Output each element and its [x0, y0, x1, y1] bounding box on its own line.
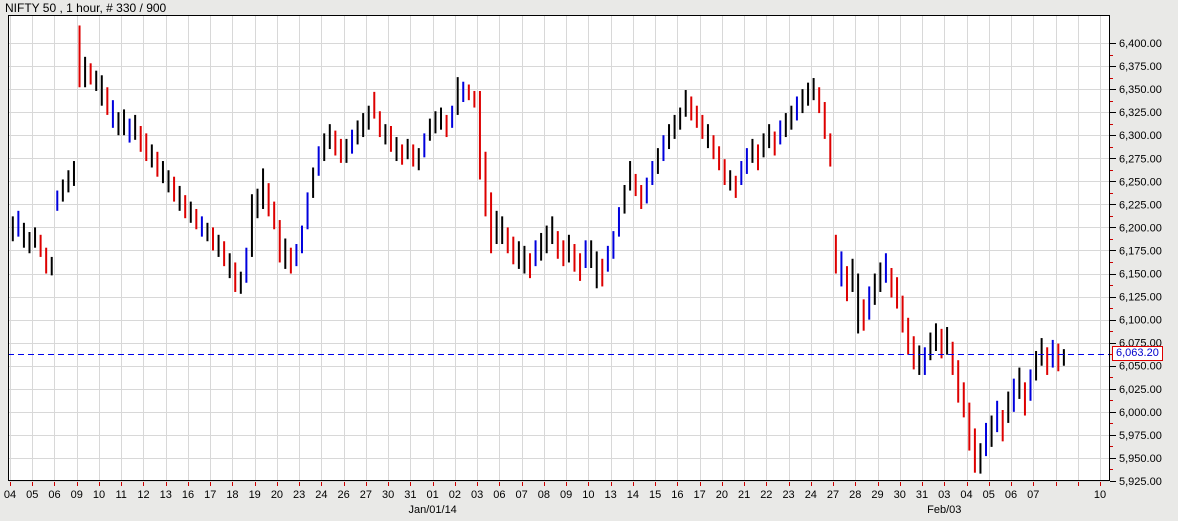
x-tick-label: 05	[983, 489, 995, 501]
x-tick-label: 16	[671, 489, 683, 501]
x-tick-label: 20	[271, 489, 283, 501]
x-tick-label: 04	[4, 489, 16, 501]
y-tick-label: 6,375.00	[1119, 61, 1162, 73]
x-tick-label: 07	[1027, 489, 1039, 501]
x-tick-label: 13	[604, 489, 616, 501]
x-tick-label: 30	[382, 489, 394, 501]
x-tick-label: 16	[182, 489, 194, 501]
y-tick-label: 6,050.00	[1119, 361, 1162, 373]
x-tick-label: 24	[805, 489, 817, 501]
x-tick-label: 30	[894, 489, 906, 501]
x-tick-label: 21	[738, 489, 750, 501]
x-tick-label: 03	[471, 489, 483, 501]
x-tick-label: 26	[338, 489, 350, 501]
x-tick-label: 09	[560, 489, 572, 501]
x-tick-label: 10	[1094, 489, 1106, 501]
last-price-label: 6,063.20	[1112, 346, 1163, 361]
x-tick-label: 27	[360, 489, 372, 501]
x-tick-label: 14	[627, 489, 639, 501]
price-bars[interactable]	[11, 25, 1065, 474]
x-tick-label: 07	[516, 489, 528, 501]
y-tick-label: 6,300.00	[1119, 130, 1162, 142]
y-tick-label: 6,100.00	[1119, 315, 1162, 327]
y-axis: 6,400.00 6,375.00 6,350.00 6,325.00 6,300.00…	[1110, 38, 1162, 488]
x-tick-label: 06	[1005, 489, 1017, 501]
y-tick-label: 6,225.00	[1119, 199, 1162, 211]
x-tick-label: 24	[315, 489, 327, 501]
x-tick-label: 05	[26, 489, 38, 501]
x-tick-label: 17	[693, 489, 705, 501]
y-tick-label: 6,150.00	[1119, 269, 1162, 281]
x-tick-label: 17	[204, 489, 216, 501]
y-tick-label: 6,175.00	[1119, 245, 1162, 257]
x-tick-label: 29	[871, 489, 883, 501]
x-tick-label: 19	[249, 489, 261, 501]
x-tick-label: 23	[782, 489, 794, 501]
x-tick-label: 06	[493, 489, 505, 501]
x-axis: 04 05 06 09 10 11 12 13 16 17 18 19 20 23 24 26 27 30 31 01…	[4, 482, 1106, 516]
x-tick-label: 15	[649, 489, 661, 501]
x-month-label: Feb/03	[927, 504, 961, 516]
gridlines	[9, 16, 1109, 482]
y-tick-label: 6,125.00	[1119, 292, 1162, 304]
y-tick-label: 6,400.00	[1119, 38, 1162, 50]
x-tick-label: 11	[116, 489, 127, 501]
plot-area	[8, 15, 1110, 481]
y-tick-label: 6,350.00	[1119, 84, 1162, 96]
y-tick-label: 6,000.00	[1119, 407, 1162, 419]
y-tick-label: 5,950.00	[1119, 453, 1162, 465]
x-tick-label: 13	[160, 489, 172, 501]
y-tick-label: 6,200.00	[1119, 222, 1162, 234]
x-tick-label: 10	[582, 489, 594, 501]
x-tick-label: 28	[849, 489, 861, 501]
y-tick-label: 6,250.00	[1119, 176, 1162, 188]
x-tick-label: 20	[716, 489, 728, 501]
x-month-label: Jan/01/14	[408, 504, 456, 516]
x-tick-label: 18	[226, 489, 238, 501]
x-tick-label: 31	[916, 489, 928, 501]
x-tick-label: 06	[48, 489, 60, 501]
y-tick-label: 6,325.00	[1119, 107, 1162, 119]
y-tick-label: 5,925.00	[1119, 476, 1162, 488]
x-tick-label: 02	[449, 489, 461, 501]
x-tick-label: 22	[760, 489, 772, 501]
x-tick-label: 23	[293, 489, 305, 501]
x-tick-label: 09	[71, 489, 83, 501]
x-tick-label: 03	[938, 489, 950, 501]
x-tick-label: 08	[538, 489, 550, 501]
chart-title: NIFTY 50 , 1 hour, # 330 / 900	[5, 1, 167, 15]
x-tick-label: 04	[960, 489, 972, 501]
y-tick-label: 6,025.00	[1119, 384, 1162, 396]
y-tick-label: 5,975.00	[1119, 430, 1162, 442]
x-tick-label: 01	[427, 489, 439, 501]
x-tick-label: 27	[827, 489, 839, 501]
x-tick-label: 31	[404, 489, 416, 501]
x-tick-label: 12	[137, 489, 149, 501]
y-tick-label: 6,275.00	[1119, 153, 1162, 165]
x-tick-label: 10	[93, 489, 105, 501]
plot-border	[8, 15, 1110, 481]
